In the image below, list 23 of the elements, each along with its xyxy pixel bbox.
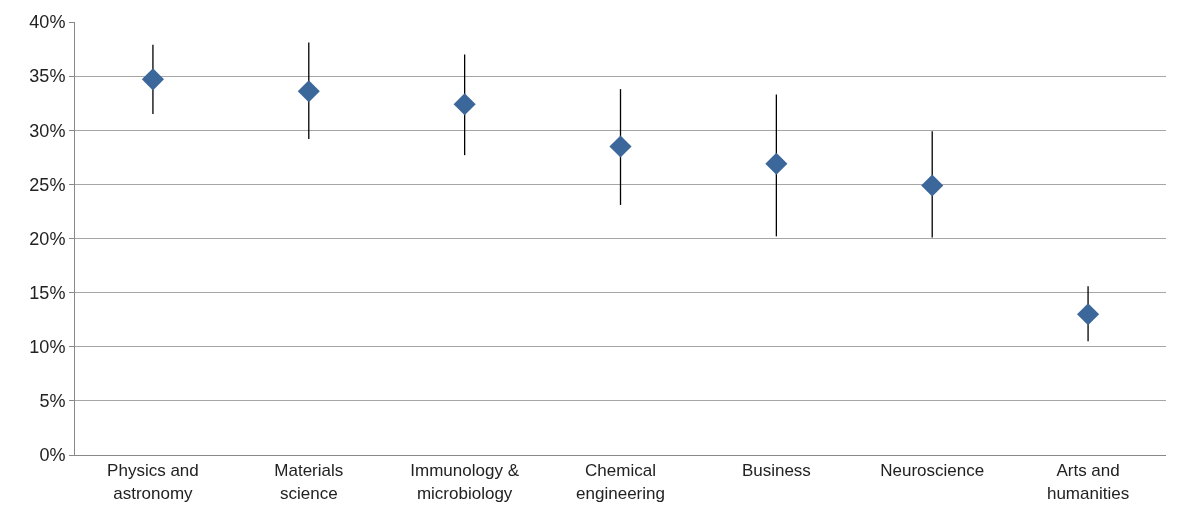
x-tick-label: Chemical engineering xyxy=(576,461,665,503)
x-tick-label: Business xyxy=(741,461,811,481)
point xyxy=(921,174,944,197)
y-tick-label: 10% xyxy=(29,337,66,358)
point xyxy=(609,135,632,158)
x-tick-label: Physics and astronomy xyxy=(107,461,199,503)
point xyxy=(453,93,476,116)
point xyxy=(1077,303,1100,326)
point xyxy=(765,152,788,175)
y-tick-label: 0% xyxy=(39,445,66,466)
y-tick-label: 25% xyxy=(29,174,66,195)
x-tick-label: Neuroscience xyxy=(880,461,985,481)
y-tick-label: 5% xyxy=(39,391,66,412)
y-tick-label: 40% xyxy=(29,12,66,33)
x-tick-label: Immunology & microbiology xyxy=(410,461,520,503)
y-tick-label: 20% xyxy=(29,228,66,249)
y-tick-label: 30% xyxy=(29,120,66,141)
point xyxy=(297,80,320,103)
y-tick-label: 15% xyxy=(29,282,66,303)
x-tick-label: Arts and humanities xyxy=(1046,461,1130,503)
x-tick-label: Materials science xyxy=(274,461,344,503)
point xyxy=(141,68,164,91)
y-tick-label: 35% xyxy=(29,66,66,87)
